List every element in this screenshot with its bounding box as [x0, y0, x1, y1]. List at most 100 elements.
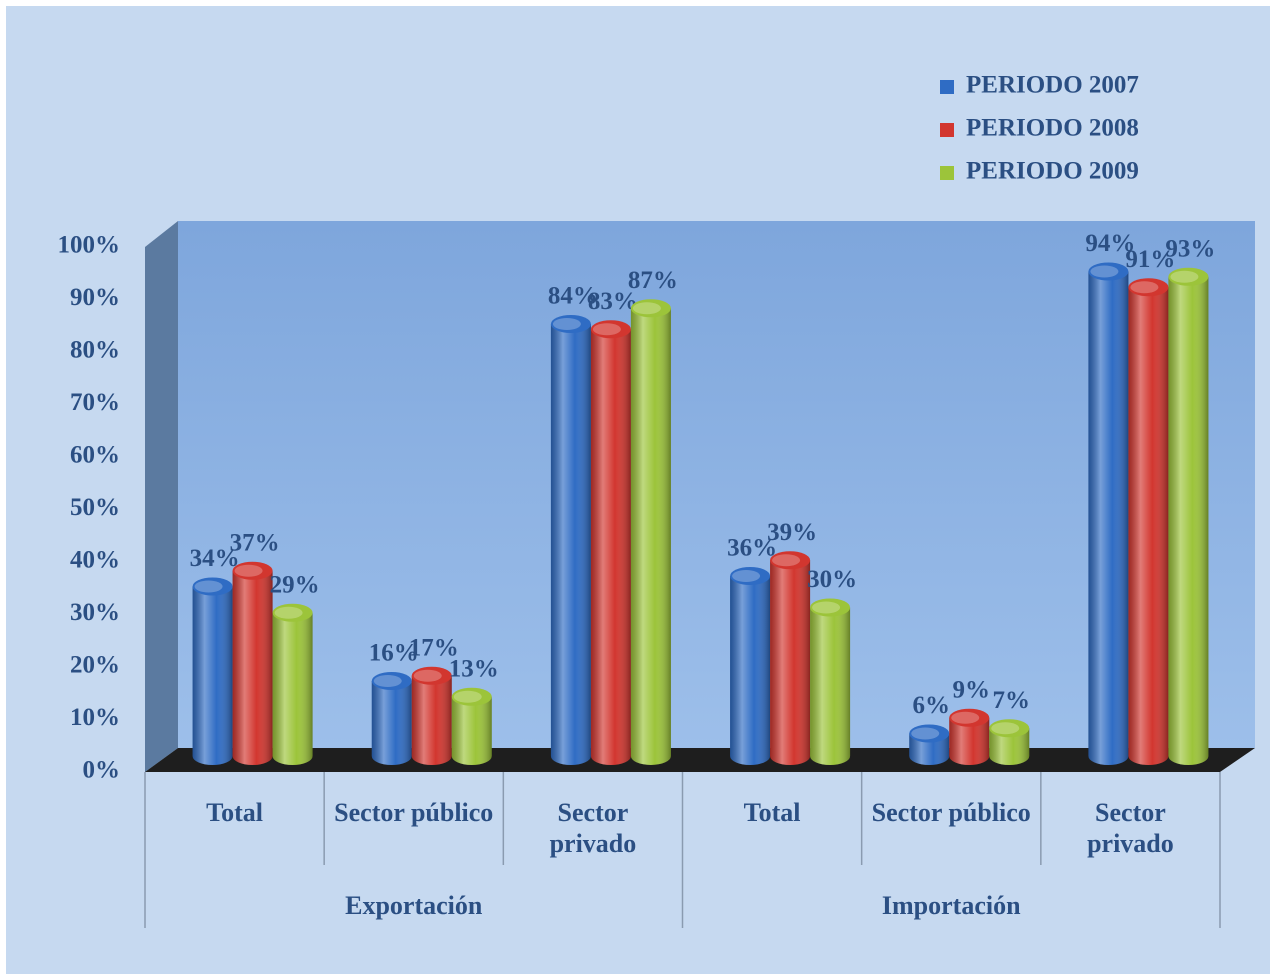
bar-shade: [730, 576, 771, 765]
bar-cap: [590, 320, 631, 339]
bar-shade: [550, 324, 591, 765]
bar-shade: [1128, 287, 1169, 765]
y-tick-label: 90%: [70, 284, 120, 311]
bar-cap: [1168, 267, 1209, 286]
bar-cap: [232, 561, 273, 580]
bar-shade: [909, 733, 950, 765]
side-wall: [145, 221, 178, 772]
bar-cap-shine: [552, 318, 581, 330]
x-tick-label: Sector privado: [549, 798, 637, 858]
bar-cap: [1088, 262, 1129, 281]
bar-cap: [192, 577, 233, 596]
value-label: 87%: [628, 267, 678, 294]
bar-cap-shine: [1170, 270, 1199, 283]
back-wall: [178, 221, 1255, 748]
bar-cap: [411, 666, 452, 685]
value-label: 29%: [270, 571, 320, 598]
y-tick-label: 70%: [70, 389, 120, 416]
y-tick-label: 0%: [83, 757, 121, 784]
bar-cap-shine: [592, 323, 621, 336]
legend-swatch: [940, 80, 954, 94]
x-tick-label: Sector público: [334, 798, 494, 827]
bar-cap-shine: [1130, 281, 1159, 294]
bar-cap-shine: [732, 570, 761, 582]
y-tick-label: 50%: [70, 494, 120, 521]
bar-cap-shine: [991, 722, 1020, 735]
bar-cap-shine: [413, 669, 442, 682]
bar-cap-shine: [274, 606, 303, 619]
bar-cap-shine: [632, 302, 661, 315]
bar-cap: [949, 708, 990, 727]
bar-shade: [232, 570, 273, 765]
bar-cap: [1128, 278, 1169, 297]
y-tick-label: 30%: [70, 599, 120, 626]
legend-swatch: [940, 123, 954, 137]
value-label: 36%: [727, 535, 777, 562]
bar-cap: [451, 687, 492, 706]
bar-cap: [272, 603, 313, 622]
bar-cap-shine: [812, 601, 841, 614]
value-label: 16%: [369, 640, 419, 667]
bar-cap: [989, 719, 1030, 738]
bar-shade: [371, 681, 412, 765]
value-label: 6%: [913, 692, 951, 719]
bar-shade: [810, 607, 851, 765]
value-label: 37%: [230, 529, 280, 556]
value-label: 83%: [588, 288, 638, 315]
bar-shade: [451, 696, 492, 765]
x-tick-label: Sector público: [871, 798, 1031, 827]
bar-cap-shine: [194, 580, 223, 593]
bar-cap: [810, 598, 851, 617]
value-label: 9%: [953, 676, 991, 703]
legend-label: PERIODO 2007: [966, 72, 1139, 99]
y-tick-label: 80%: [70, 337, 120, 364]
bar-cap: [909, 724, 950, 743]
value-label: 91%: [1125, 246, 1175, 273]
bar-shade: [411, 675, 452, 765]
bar-cap: [550, 315, 591, 333]
legend-label: PERIODO 2009: [966, 158, 1139, 185]
value-label: 84%: [548, 283, 598, 310]
bar-shade: [989, 728, 1030, 765]
bar-cap: [770, 551, 811, 570]
group-label: Exportación: [345, 891, 483, 920]
legend-swatch: [940, 166, 954, 180]
bar-cap-shine: [1090, 265, 1119, 278]
y-tick-label: 40%: [70, 547, 120, 574]
bar-cap-shine: [911, 727, 940, 740]
y-tick-label: 60%: [70, 442, 120, 469]
value-label: 30%: [807, 566, 857, 593]
group-label: Importación: [881, 891, 1021, 920]
bar-cap-shine: [373, 675, 402, 687]
value-label: 34%: [190, 545, 240, 572]
bar-shade: [949, 717, 990, 765]
bar-shade: [590, 329, 631, 765]
y-tick-label: 10%: [70, 704, 120, 731]
bar-cap-shine: [951, 711, 980, 724]
bar-cap-shine: [772, 554, 801, 567]
y-tick-label: 100%: [58, 232, 121, 259]
bar-cap: [730, 567, 771, 585]
value-label: 94%: [1085, 230, 1135, 257]
value-label: 7%: [993, 687, 1031, 714]
x-tick-label: Total: [206, 798, 263, 827]
bar-shade: [192, 586, 233, 765]
value-label: 13%: [449, 655, 499, 682]
bar-cap-shine: [453, 690, 482, 703]
x-tick-label: Total: [743, 798, 801, 827]
value-label: 17%: [409, 634, 459, 661]
x-tick-label: Sector privado: [1087, 798, 1174, 858]
bar-shade: [1168, 276, 1209, 765]
value-label: 93%: [1165, 235, 1215, 262]
y-tick-label: 20%: [70, 652, 120, 679]
legend-label: PERIODO 2008: [966, 115, 1139, 142]
value-label: 39%: [767, 519, 817, 546]
bar-shade: [770, 560, 811, 765]
bar-shade: [1088, 271, 1129, 765]
bar-shade: [272, 612, 313, 765]
bar-cap: [630, 299, 671, 318]
bar-shade: [630, 308, 671, 765]
bar-cap-shine: [234, 564, 263, 577]
